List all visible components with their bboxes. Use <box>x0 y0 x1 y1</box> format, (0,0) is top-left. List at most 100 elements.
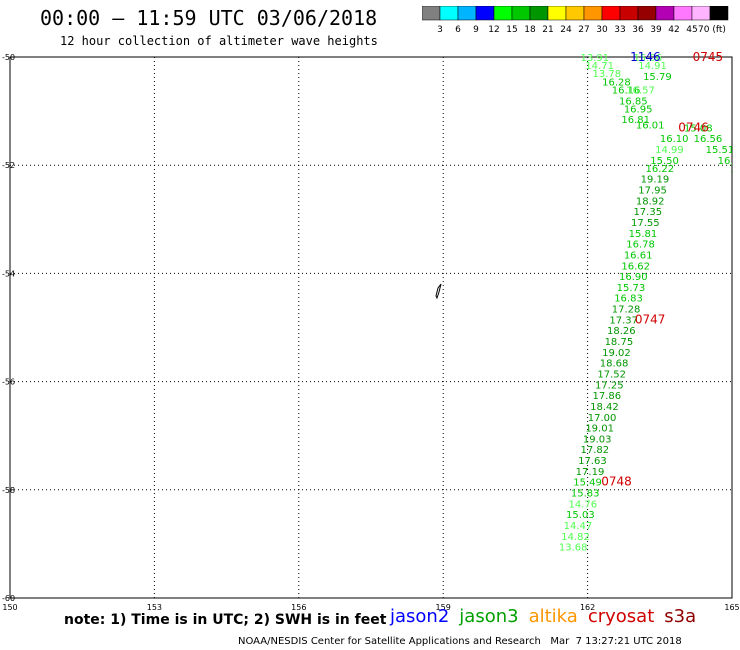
color-scale-label: 70 (ft) <box>698 25 726 35</box>
wave-height-value: 19.01 <box>585 424 614 435</box>
wave-height-value: 16.81 <box>621 115 650 126</box>
wave-height-value: 19.19 <box>641 175 670 186</box>
wave-height-value: 14.82 <box>561 532 590 543</box>
legend-item-cryosat: cryosat <box>587 606 655 627</box>
wave-height-value: 19.03 <box>583 434 612 445</box>
wave-height-value: 17.25 <box>595 380 624 391</box>
color-swatch <box>709 6 729 21</box>
y-tick-label: -54 <box>2 269 15 278</box>
wave-height-value: 15.73 <box>617 283 646 294</box>
wave-height-value: 16.78 <box>626 240 655 251</box>
island-outline <box>435 283 442 300</box>
wave-height-value: 17.63 <box>578 456 607 467</box>
wave-height-value: 15.81 <box>629 229 658 240</box>
wave-height-value: 13.68 <box>559 543 588 554</box>
wave-height-value: 16.57 <box>626 85 655 96</box>
wave-height-value: 15.49 <box>573 478 602 489</box>
wave-height-value: 17.35 <box>633 207 662 218</box>
pass-time-label: 0747 <box>635 312 666 326</box>
color-scale-label: 18 <box>524 25 536 35</box>
color-scale-label: 45 <box>686 25 697 35</box>
y-tick-label: -58 <box>2 486 15 495</box>
wave-height-value: 15.08 <box>684 123 713 134</box>
wave-height-value: 16.90 <box>619 272 648 283</box>
color-scale-label: 39 <box>650 25 662 35</box>
wave-height-value: 17.71 <box>730 164 740 175</box>
wave-height-value: 17.86 <box>593 391 622 402</box>
wave-height-value: 18.75 <box>605 337 634 348</box>
wave-height-value: 18.26 <box>607 326 636 337</box>
wave-height-value: 15.50 <box>650 156 679 167</box>
legend-item-jason3: jason3 <box>459 606 519 627</box>
x-tick-label: 156 <box>291 603 306 612</box>
x-tick-label: 165 <box>724 603 739 612</box>
pass-time-label: 0746 <box>678 120 709 134</box>
color-scale-label: 33 <box>614 25 625 35</box>
wave-height-value: 18.68 <box>600 359 629 370</box>
y-tick-label: -56 <box>2 378 15 387</box>
wave-height-value: 17.28 <box>612 305 641 316</box>
wave-height-value: 15.79 <box>643 72 672 83</box>
wave-height-value: 13.91 <box>580 53 609 64</box>
color-scale-label: 24 <box>560 25 572 35</box>
wave-height-value: 16.22 <box>645 164 674 175</box>
wave-height-value: 17.82 <box>580 445 609 456</box>
credit-line: NOAA/NESDIS Center for Satellite Applica… <box>238 636 682 647</box>
wave-height-value: 16.01 <box>636 121 665 132</box>
wave-height-value: 16.95 <box>624 104 653 115</box>
wave-height-value: 15.03 <box>566 510 595 521</box>
legend-item-altika: altika <box>528 606 578 627</box>
color-scale-label: 15 <box>506 25 517 35</box>
x-tick-label: 162 <box>580 603 595 612</box>
pass-time-label: 0745 <box>693 50 724 64</box>
legend-item-jason2: jason2 <box>390 606 450 627</box>
color-scale-label: 27 <box>578 25 589 35</box>
plot-frame <box>9 56 733 599</box>
wave-height-value: 14.91 <box>638 61 667 72</box>
x-tick-label: 150 <box>2 603 17 612</box>
color-scale-bar: 3 6 9 12 15 18 21 24 27 30 33 36 39 42 45 70 (ft) <box>422 6 729 35</box>
wave-height-value: 17.19 <box>576 467 605 478</box>
wave-height-value: 15.83 <box>571 489 600 500</box>
color-scale-label: 30 <box>596 25 608 35</box>
wave-height-value: 16.56 <box>694 134 723 145</box>
chart-title: 00:00 – 11:59 UTC 03/06/2018 <box>40 6 378 30</box>
x-tick-label: 153 <box>147 603 162 612</box>
color-scale-label: 42 <box>668 25 679 35</box>
wave-height-value: 17.55 <box>631 218 660 229</box>
wave-height-value: 17.37 <box>609 315 638 326</box>
wave-height-value: 15.51 <box>706 145 735 156</box>
satellite-legend: jason2 jason3 altika cryosat s3a <box>390 606 706 627</box>
units-note: note: 1) Time is in UTC; 2) SWH is in fe… <box>64 612 387 628</box>
x-tick-label: 159 <box>436 603 451 612</box>
wave-height-value: 16.61 <box>624 250 653 261</box>
y-tick-label: -50 <box>2 53 15 62</box>
color-scale-label: 21 <box>542 25 553 35</box>
legend-item-s3a: s3a <box>664 606 697 627</box>
color-scale-label: 6 <box>455 25 461 35</box>
wave-height-value: 14.76 <box>568 499 597 510</box>
wave-height-value: 17.00 <box>588 413 617 424</box>
pass-time-label: 1146 <box>630 50 661 64</box>
y-tick-label: -60 <box>2 594 15 603</box>
wave-height-value: 14.99 <box>655 145 684 156</box>
wave-height-map: 150 153 156 159 162 165 -50 -52 -54 -56 -58 -60 13.9… <box>2 50 740 612</box>
wave-height-value: 14.47 <box>564 521 593 532</box>
wave-height-value: 16.28 <box>602 77 631 88</box>
y-tick-label: -52 <box>2 161 15 170</box>
wave-height-value: 17.52 <box>597 369 626 380</box>
wave-height-value: 16.83 <box>614 294 643 305</box>
color-scale-label: 12 <box>488 25 499 35</box>
wave-height-value: 17.95 <box>638 186 667 197</box>
wave-height-value: 15.06 <box>633 53 662 64</box>
wave-height-value: 19.02 <box>602 348 631 359</box>
chart-subtitle: 12 hour collection of altimeter wave hei… <box>60 34 378 48</box>
wave-height-value: 16.85 <box>619 96 648 107</box>
wave-height-value: 13.78 <box>593 69 622 80</box>
color-scale-label: 3 <box>437 25 443 35</box>
wave-height-value: 14.71 <box>585 61 614 72</box>
wave-height-value: 16.10 <box>660 134 689 145</box>
pass-time-label: 0748 <box>601 475 632 489</box>
wave-height-value: 18.92 <box>636 196 665 207</box>
wave-height-value: 16.70 <box>718 156 740 167</box>
